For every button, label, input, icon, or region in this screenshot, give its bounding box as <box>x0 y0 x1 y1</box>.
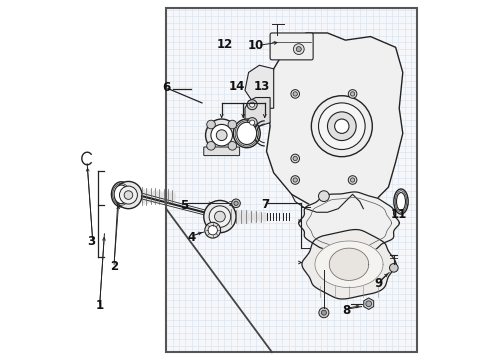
Text: 11: 11 <box>391 208 407 221</box>
Circle shape <box>366 301 371 307</box>
Circle shape <box>294 44 304 54</box>
Bar <box>166 8 417 352</box>
Circle shape <box>291 176 299 184</box>
Ellipse shape <box>114 185 128 204</box>
Circle shape <box>205 119 238 151</box>
Text: 1: 1 <box>96 299 104 312</box>
Circle shape <box>293 156 297 161</box>
Circle shape <box>291 90 299 98</box>
Circle shape <box>211 125 232 146</box>
Circle shape <box>250 120 255 125</box>
Circle shape <box>204 201 236 233</box>
Ellipse shape <box>394 189 408 214</box>
Circle shape <box>348 176 357 184</box>
FancyBboxPatch shape <box>270 33 313 60</box>
Circle shape <box>350 178 355 182</box>
FancyBboxPatch shape <box>204 147 240 156</box>
Circle shape <box>318 103 365 149</box>
Text: 4: 4 <box>187 231 196 244</box>
Text: 5: 5 <box>180 199 188 212</box>
Circle shape <box>350 92 355 96</box>
Text: 3: 3 <box>87 235 96 248</box>
Text: 13: 13 <box>254 80 270 93</box>
Circle shape <box>319 308 329 318</box>
Text: 9: 9 <box>374 278 383 291</box>
Text: 14: 14 <box>229 80 245 93</box>
Polygon shape <box>302 230 396 299</box>
Circle shape <box>115 181 142 209</box>
Circle shape <box>291 154 299 163</box>
Circle shape <box>247 118 257 128</box>
Text: 12: 12 <box>217 38 233 51</box>
Circle shape <box>208 226 218 235</box>
Bar <box>66 1 424 8</box>
Circle shape <box>335 119 349 134</box>
Text: 7: 7 <box>262 198 270 211</box>
Circle shape <box>311 96 372 157</box>
Circle shape <box>296 46 301 51</box>
Text: 2: 2 <box>110 260 118 273</box>
Circle shape <box>120 186 137 204</box>
Polygon shape <box>299 192 399 254</box>
Circle shape <box>207 141 215 150</box>
Circle shape <box>228 141 237 150</box>
Circle shape <box>234 201 238 206</box>
Circle shape <box>390 264 398 272</box>
Circle shape <box>124 191 133 199</box>
Circle shape <box>205 222 220 238</box>
Text: 8: 8 <box>342 305 350 318</box>
Ellipse shape <box>237 122 257 144</box>
Polygon shape <box>267 33 403 212</box>
Circle shape <box>247 100 257 110</box>
Circle shape <box>293 92 297 96</box>
Circle shape <box>232 199 240 208</box>
Circle shape <box>293 178 297 182</box>
Ellipse shape <box>111 182 131 207</box>
Circle shape <box>207 120 215 129</box>
Bar <box>166 8 417 352</box>
Ellipse shape <box>396 193 406 211</box>
Circle shape <box>209 206 231 227</box>
Polygon shape <box>245 98 270 126</box>
Polygon shape <box>329 248 368 280</box>
Ellipse shape <box>233 119 260 148</box>
Text: 6: 6 <box>162 81 170 94</box>
Circle shape <box>250 102 255 107</box>
Circle shape <box>318 191 329 202</box>
Polygon shape <box>315 241 383 288</box>
Polygon shape <box>245 65 274 108</box>
Circle shape <box>321 310 326 315</box>
Text: 10: 10 <box>247 39 264 52</box>
Circle shape <box>228 120 237 129</box>
Circle shape <box>327 112 356 140</box>
Bar <box>66 1 166 359</box>
Circle shape <box>216 130 227 140</box>
Circle shape <box>348 90 357 98</box>
Circle shape <box>215 211 225 222</box>
